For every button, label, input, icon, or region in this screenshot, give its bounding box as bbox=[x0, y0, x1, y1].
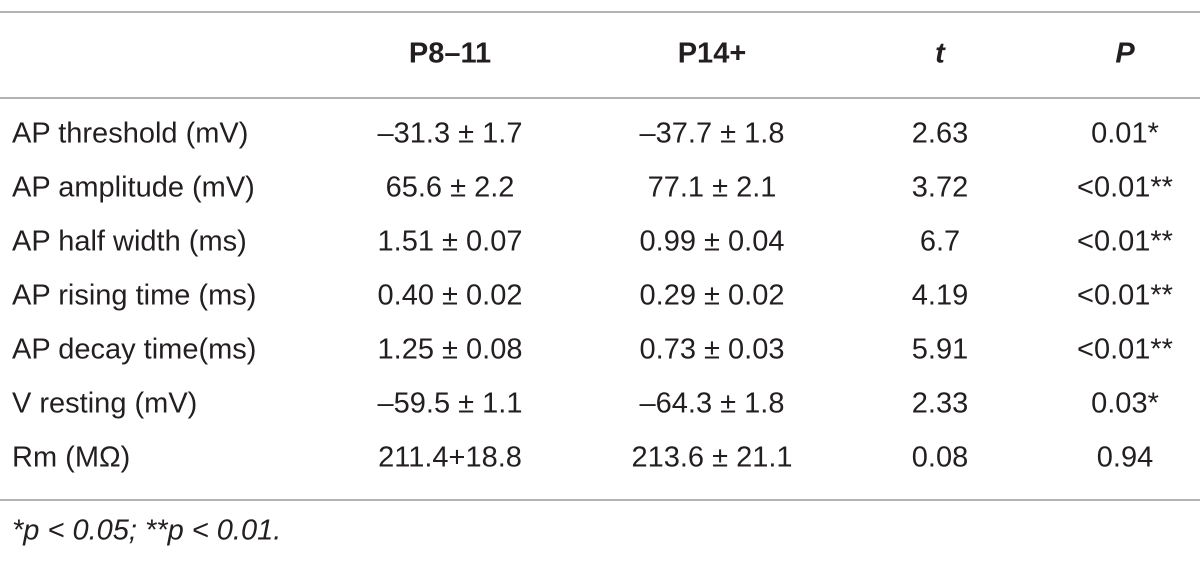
cell: 0.03* bbox=[1091, 388, 1159, 420]
cell: <0.01** bbox=[1077, 280, 1173, 312]
column-header: P14+ bbox=[678, 38, 747, 70]
cell: 0.01* bbox=[1091, 118, 1159, 150]
cell: 6.7 bbox=[920, 226, 960, 258]
cell: –64.3 ± 1.8 bbox=[640, 388, 785, 420]
cell: 1.51 ± 0.07 bbox=[378, 226, 523, 258]
cell: 0.94 bbox=[1097, 442, 1153, 474]
cell: –31.3 ± 1.7 bbox=[378, 118, 523, 150]
column-header: t bbox=[935, 38, 946, 70]
row-label: AP amplitude (mV) bbox=[12, 172, 255, 204]
cell: 65.6 ± 2.2 bbox=[386, 172, 515, 204]
cell: –37.7 ± 1.8 bbox=[640, 118, 785, 150]
cell: 0.73 ± 0.03 bbox=[640, 334, 785, 366]
row-label: AP rising time (ms) bbox=[12, 280, 256, 312]
cell: 211.4+18.8 bbox=[378, 442, 522, 474]
cell: 0.29 ± 0.02 bbox=[640, 280, 785, 312]
footnote: *p < 0.05; **p < 0.01. bbox=[12, 515, 281, 547]
column-header: P8–11 bbox=[409, 38, 491, 70]
cell: 0.99 ± 0.04 bbox=[640, 226, 785, 258]
cell: 213.6 ± 21.1 bbox=[631, 442, 792, 474]
cell: <0.01** bbox=[1077, 334, 1173, 366]
cell: 2.63 bbox=[912, 118, 968, 150]
row-label: Rm (MΩ) bbox=[12, 442, 130, 474]
cell: 4.19 bbox=[912, 280, 968, 312]
cell: –59.5 ± 1.1 bbox=[378, 388, 523, 420]
cell: 5.91 bbox=[912, 334, 968, 366]
cell: 2.33 bbox=[912, 388, 968, 420]
cell: <0.01** bbox=[1077, 226, 1173, 258]
cell: 3.72 bbox=[912, 172, 968, 204]
row-label: AP half width (ms) bbox=[12, 226, 247, 258]
row-label: AP decay time(ms) bbox=[12, 334, 256, 366]
column-header: P bbox=[1115, 38, 1135, 70]
cell: 1.25 ± 0.08 bbox=[378, 334, 523, 366]
cell: 0.08 bbox=[912, 442, 968, 474]
cell: <0.01** bbox=[1077, 172, 1173, 204]
row-label: AP threshold (mV) bbox=[12, 118, 248, 150]
row-label: V resting (mV) bbox=[12, 388, 197, 420]
cell: 0.40 ± 0.02 bbox=[378, 280, 523, 312]
cell: 77.1 ± 2.1 bbox=[648, 172, 777, 204]
